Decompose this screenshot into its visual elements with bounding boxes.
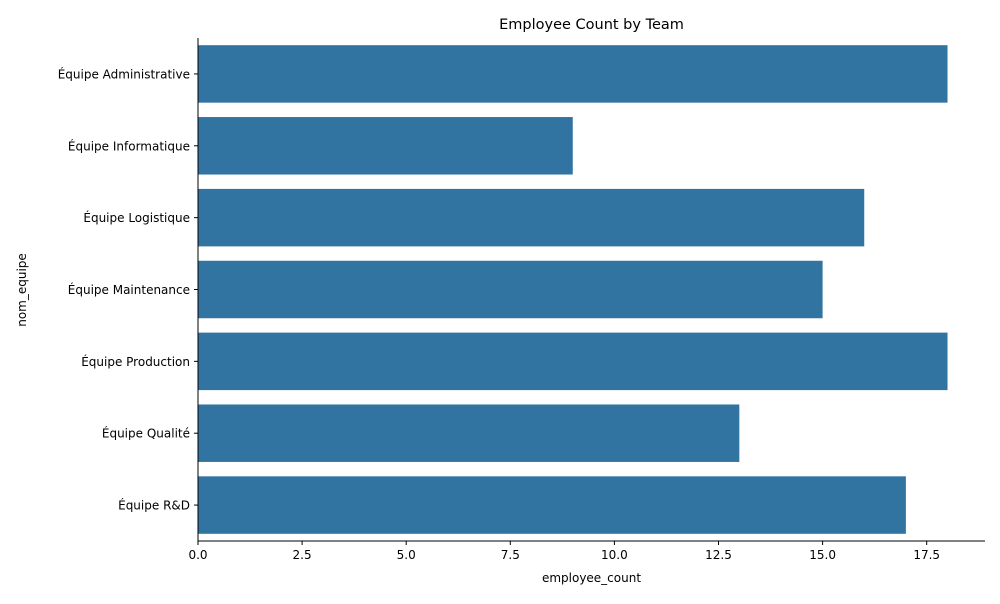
x-tick-label: 5.0 bbox=[397, 548, 416, 562]
y-tick-label: Équipe Production bbox=[81, 354, 190, 369]
x-tick-label: 2.5 bbox=[293, 548, 312, 562]
bar bbox=[198, 332, 948, 391]
y-tick-label: Équipe Informatique bbox=[68, 138, 190, 153]
bar bbox=[198, 117, 573, 175]
x-tick-label: 12.5 bbox=[705, 548, 732, 562]
x-tick-label: 7.5 bbox=[501, 548, 520, 562]
y-tick-label: Équipe Administrative bbox=[58, 66, 190, 81]
y-axis-label: nom_equipe bbox=[15, 253, 29, 327]
bar bbox=[198, 260, 823, 319]
y-tick-label: Équipe Qualité bbox=[102, 426, 190, 441]
bar bbox=[198, 404, 740, 462]
bar bbox=[198, 45, 948, 103]
x-axis-label: employee_count bbox=[542, 571, 641, 585]
y-axis-ticks: Équipe Administrative Équipe Informatique… bbox=[58, 66, 198, 513]
bar bbox=[198, 476, 906, 534]
x-tick-label: 0.0 bbox=[188, 548, 207, 562]
bars-group bbox=[198, 45, 948, 534]
chart-title: Employee Count by Team bbox=[499, 17, 684, 33]
x-tick-label: 17.5 bbox=[913, 548, 940, 562]
y-tick-label: Équipe Maintenance bbox=[68, 282, 190, 297]
x-tick-label: 15.0 bbox=[809, 548, 836, 562]
y-tick-label: Équipe R&D bbox=[118, 498, 190, 513]
x-axis-ticks: 0.0 2.5 5.0 7.5 10.0 12.5 15.0 17.5 bbox=[188, 541, 940, 562]
x-tick-label: 10.0 bbox=[601, 548, 628, 562]
bar bbox=[198, 188, 865, 247]
y-tick-label: Équipe Logistique bbox=[83, 210, 190, 225]
